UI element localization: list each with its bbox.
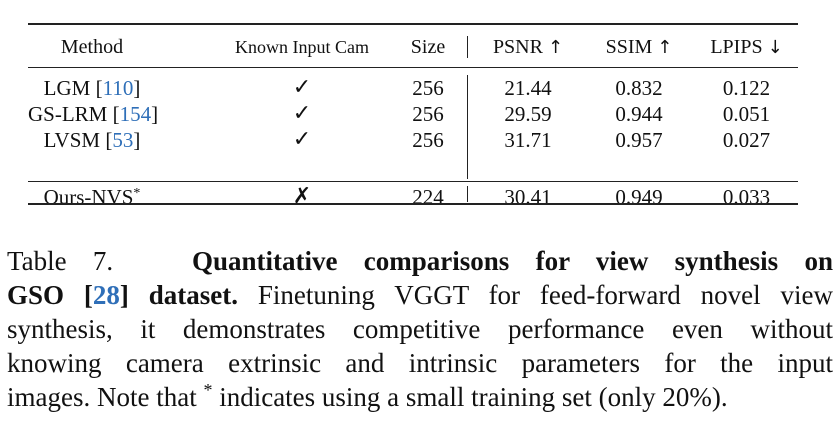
results-table: Method Known Input Cam Size PSNR ↑ SSIM … (28, 23, 798, 209)
caption-label: Table 7. (7, 246, 114, 276)
table-row: LVSM [53] ✓ 256 31.71 0.957 0.027 (28, 127, 798, 153)
table-top-rule (28, 23, 798, 25)
lpips-cell: 0.051 (722, 102, 771, 126)
down-arrow-icon: ↓ (767, 37, 783, 58)
caption-line-3: synthesis, it demonstrates competitive p… (7, 314, 833, 344)
caption-bold-dataset: GSO [ (7, 280, 93, 310)
up-arrow-icon: ↑ (657, 37, 673, 58)
ssim-cell: 0.949 (615, 185, 663, 209)
checkmark-icon: ✓ (292, 101, 312, 126)
citation-link[interactable]: 154 (119, 102, 152, 126)
lpips-cell: 0.122 (722, 76, 771, 100)
psnr-cell: 29.59 (504, 102, 552, 126)
checkmark-icon: ✓ (292, 127, 312, 152)
asterisk-superscript: * (133, 186, 141, 201)
header-column-separator (467, 36, 469, 58)
ssim-cell: 0.832 (615, 76, 663, 100)
caption-line-1: Table 7. Quantitative comparisons for vi… (7, 244, 833, 278)
psnr-cell: 31.71 (504, 128, 552, 152)
asterisk-superscript: * (203, 380, 213, 400)
header-size: Size (410, 36, 446, 58)
caption-bold-title: Quantitative comparisons for view synthe… (192, 246, 834, 276)
ours-column-separator (467, 186, 469, 202)
method-cell: LVSM [53] (43, 128, 141, 152)
caption-line-2: GSO [28] dataset. Finetuning VGGT for fe… (7, 278, 833, 312)
header-known-input-cam: Known Input Cam (235, 37, 369, 57)
method-cell: GS-LRM [154] (28, 102, 159, 126)
method-name: LGM (43, 76, 91, 100)
header-psnr: PSNR ↑ (473, 34, 583, 61)
size-cell: 256 (412, 128, 444, 152)
method-name: LVSM (43, 128, 101, 152)
caption-bold-title-cont: GSO [28] dataset. (7, 280, 238, 310)
cross-icon: ✗ (292, 184, 312, 209)
size-cell: 256 (412, 76, 444, 100)
caption-text: Finetuning VGGT for feed-forward novel v… (257, 280, 833, 310)
method-name: GS-LRM (28, 102, 108, 126)
ssim-cell: 0.944 (615, 102, 663, 126)
psnr-cell: 21.44 (504, 76, 552, 100)
citation-link[interactable]: 53 (112, 128, 134, 152)
table-row: LGM [110] ✓ 256 21.44 0.832 0.122 (28, 75, 798, 101)
caption-text: indicates using a small training set (on… (219, 382, 728, 412)
header-method: Method (60, 36, 124, 58)
method-name: Ours-NVS (43, 185, 134, 209)
header-lpips: LPIPS ↓ (695, 34, 798, 61)
header-psnr-label: PSNR (492, 36, 543, 58)
table-row: Ours-NVS* ✗ 224 30.41 0.949 0.033 (28, 184, 798, 210)
caption-line-4: knowing camera extrinsic and intrinsic p… (7, 348, 833, 378)
table-header-rule (28, 67, 798, 68)
method-cell: LGM [110] (43, 76, 141, 100)
header-ssim: SSIM ↑ (583, 34, 695, 61)
up-arrow-icon: ↑ (547, 37, 564, 58)
method-cell: Ours-NVS* (28, 184, 156, 214)
caption-bold-dataset-end: ] dataset. (119, 280, 238, 310)
table-row: GS-LRM [154] ✓ 256 29.59 0.944 0.051 (28, 101, 798, 127)
psnr-cell: 30.41 (504, 185, 552, 209)
lpips-cell: 0.033 (722, 185, 771, 209)
lpips-cell: 0.027 (722, 128, 771, 152)
header-ssim-label: SSIM (605, 36, 653, 58)
table-header-row: Method Known Input Cam Size PSNR ↑ SSIM … (28, 34, 798, 60)
citation-link[interactable]: 28 (92, 280, 120, 310)
caption-text: images. Note that (7, 382, 197, 412)
size-cell: 224 (412, 185, 444, 209)
table-group-rule (28, 181, 798, 182)
table-bottom-rule (28, 203, 798, 205)
caption-line-5: images. Note that * indicates using a sm… (7, 380, 833, 414)
header-lpips-label: LPIPS (710, 36, 763, 58)
ssim-cell: 0.957 (615, 128, 663, 152)
checkmark-icon: ✓ (292, 75, 312, 100)
size-cell: 256 (412, 102, 444, 126)
table-caption: Table 7. Quantitative comparisons for vi… (7, 244, 833, 414)
citation-link[interactable]: 110 (102, 76, 134, 100)
baseline-column-separator (467, 75, 469, 179)
